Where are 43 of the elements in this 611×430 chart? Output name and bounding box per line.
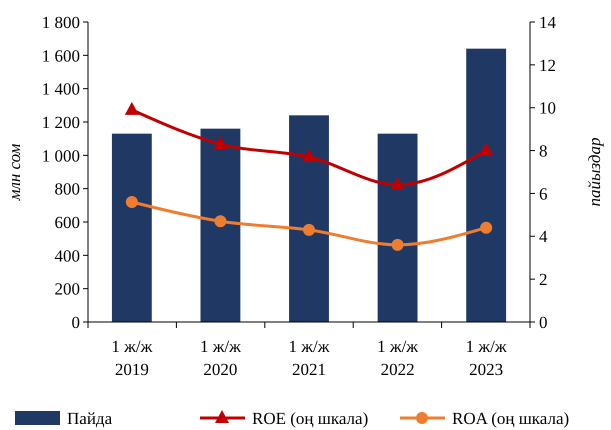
y2-tick-label: 12 <box>539 56 556 75</box>
point <box>303 224 315 236</box>
point <box>392 238 404 251</box>
y2-tick-label: 2 <box>539 270 548 290</box>
x-tick-label: 1 ж/ж 2021 <box>288 337 330 379</box>
y-tick-label: 600 <box>54 212 80 232</box>
legend-label: ROE (оң шкала) <box>252 408 368 428</box>
point <box>302 149 316 162</box>
point <box>213 136 228 150</box>
legend-label: ROA (оң шкала) <box>452 408 570 428</box>
point <box>214 215 226 228</box>
y2-tick-label: 8 <box>539 142 548 161</box>
x-tick-label: 1 ж/ж 2019 <box>111 337 153 379</box>
y-axis-title: млн сом <box>5 143 24 202</box>
bar <box>112 134 152 322</box>
legend-label: Пайда <box>67 408 113 428</box>
point <box>390 176 405 190</box>
y2-axis-title: пайыздар <box>585 137 604 207</box>
point <box>480 222 492 234</box>
y2-tick-label: 0 <box>539 312 548 332</box>
y-tick-label: 1 800 <box>42 12 80 32</box>
bar <box>466 48 506 322</box>
y-tick-label: 1 200 <box>42 112 80 132</box>
y-tick-label: 1 400 <box>42 80 80 99</box>
y-tick-label: 200 <box>54 280 80 299</box>
point <box>126 196 138 208</box>
x-tick-label: 1 ж/ж 2023 <box>466 337 507 379</box>
x-tick-label: 1 ж/ж 2020 <box>200 337 242 379</box>
y2-tick-label: 6 <box>539 184 548 204</box>
y2-tick-label: 10 <box>539 98 556 118</box>
x-tick-label: 1 ж/ж 2022 <box>377 337 418 379</box>
y2-tick-label: 14 <box>539 12 556 32</box>
bar <box>378 134 418 322</box>
y2-tick-label: 4 <box>539 227 548 246</box>
y-tick-label: 1 600 <box>42 46 80 66</box>
bar <box>289 115 329 322</box>
bar <box>200 128 240 322</box>
y-tick-label: 1 000 <box>42 146 80 166</box>
point <box>479 142 494 156</box>
y-tick-label: 400 <box>54 246 80 266</box>
y-tick-label: 800 <box>54 180 80 199</box>
point <box>124 102 139 115</box>
y-tick-label: 0 <box>72 312 80 332</box>
